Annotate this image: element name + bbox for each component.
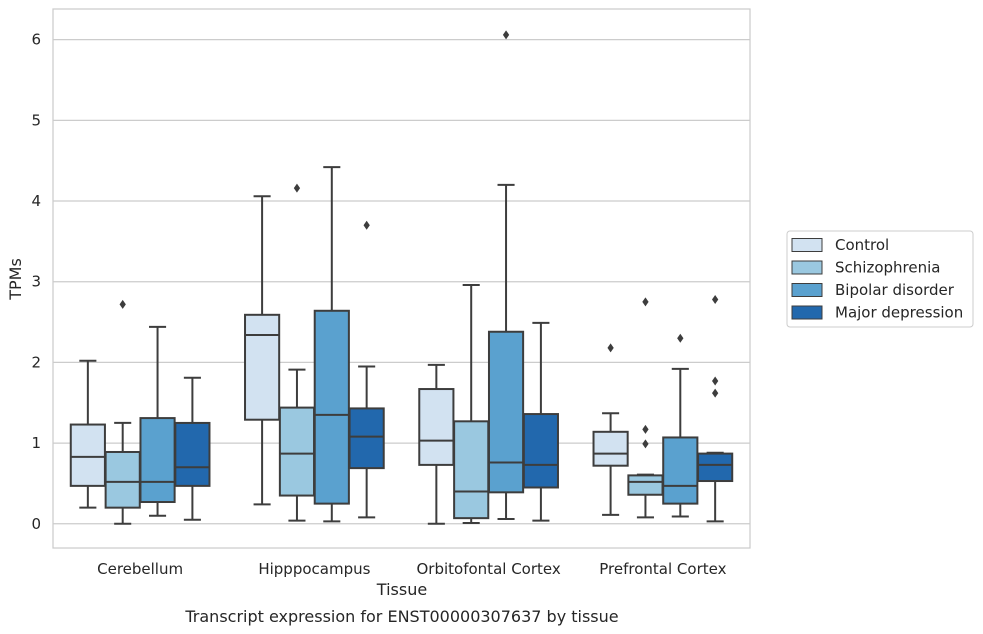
outlier-point (502, 30, 510, 40)
box-body (453, 420, 490, 520)
legend-swatch (791, 238, 823, 252)
box-1-1 (69, 359, 106, 509)
box-1-4 (592, 343, 629, 516)
y-tick-label: 0 (31, 515, 41, 533)
legend-label: Schizophrenia (835, 259, 940, 277)
x-tick-label: Orbitofontal Cortex (417, 560, 561, 578)
legend-swatch (791, 305, 823, 320)
box-body (139, 417, 176, 504)
box-body (487, 330, 525, 494)
box-body (104, 450, 141, 509)
box-4-4 (697, 294, 734, 523)
legend-swatch (791, 260, 823, 275)
outlier-point (642, 439, 649, 449)
box-body (244, 313, 281, 421)
legend-label: Major depression (835, 304, 963, 322)
x-tick-labels: Cerebellum Hipppocampus Orbitofontal Corte… (97, 560, 726, 578)
box-body (697, 452, 734, 483)
x-tick-label: Prefrontal Cortex (599, 560, 726, 578)
box-body (522, 413, 559, 489)
outlier-point (712, 388, 719, 398)
box-1-2 (244, 195, 281, 506)
chart-caption: Transcript expression for ENST0000030763… (184, 607, 618, 626)
outlier-point (642, 424, 649, 434)
y-tick-label: 4 (31, 192, 41, 210)
outlier-point (677, 333, 684, 343)
outlier-point (363, 220, 370, 230)
box-body (69, 423, 106, 487)
outlier-point (119, 299, 126, 309)
y-tick-label: 1 (31, 434, 41, 452)
legend-swatch (791, 283, 823, 297)
box-3-4 (662, 333, 699, 518)
box-3-3 (487, 30, 525, 520)
box-2-2 (278, 183, 316, 522)
outlier-point (293, 183, 301, 193)
box-body (418, 388, 455, 466)
plot-frame (52, 8, 751, 549)
box-body (627, 474, 664, 496)
outlier-point (642, 297, 649, 307)
box-4-1 (174, 376, 211, 521)
outlier-point (607, 343, 614, 353)
box-plot-area (69, 30, 734, 525)
box-body (348, 407, 385, 470)
legend-label: Control (835, 236, 889, 254)
y-tick-label: 6 (31, 31, 41, 49)
box-2-4 (627, 297, 664, 519)
legend-label: Bipolar disorder (835, 281, 955, 299)
x-axis-label: Tissue (376, 580, 427, 599)
box-3-1 (139, 325, 176, 517)
legend-frame (786, 230, 974, 328)
box-2-3 (453, 283, 490, 524)
y-tick-label: 5 (31, 111, 41, 129)
x-tick-label: Hipppocampus (258, 560, 370, 578)
legend: Control Schizophrenia Bipolar disorder Majo… (786, 230, 974, 328)
outlier-point (712, 376, 719, 386)
box-body (313, 309, 350, 505)
box-4-3 (522, 321, 559, 522)
box-2-1 (104, 299, 141, 525)
y-axis-label: TPMs (6, 258, 25, 301)
box-body (592, 430, 629, 467)
box-4-2 (348, 220, 385, 519)
y-tick-labels: 0 1 2 3 4 5 6 (31, 31, 41, 533)
x-tick-label: Cerebellum (97, 560, 183, 578)
box-body (662, 436, 699, 505)
y-tick-label: 2 (31, 353, 41, 371)
box-3-2 (313, 166, 350, 523)
box-1-3 (418, 363, 455, 525)
box-body (278, 406, 316, 497)
outlier-point (712, 294, 719, 304)
y-tick-label: 3 (31, 273, 41, 291)
box-body (174, 421, 211, 487)
